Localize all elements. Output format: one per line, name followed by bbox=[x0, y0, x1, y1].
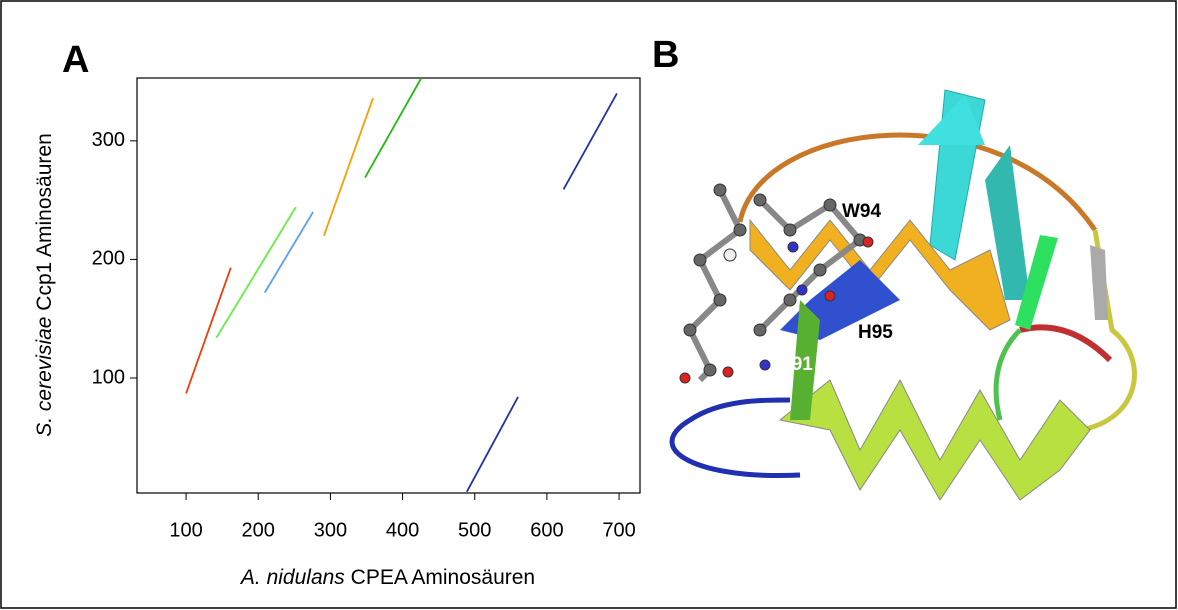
panel-label: A bbox=[62, 39, 89, 81]
strand bbox=[1090, 245, 1108, 320]
loop bbox=[737, 132, 1098, 232]
plot-frame bbox=[136, 77, 641, 494]
x-tick-label: 600 bbox=[530, 519, 563, 541]
x-tick-label: 400 bbox=[386, 519, 419, 541]
residue-label: W94 bbox=[842, 201, 882, 222]
segment bbox=[323, 97, 374, 237]
x-tick-label: 500 bbox=[458, 519, 491, 541]
segment bbox=[466, 396, 519, 493]
y-tick-label: 100 bbox=[92, 366, 125, 388]
panel-label: B bbox=[652, 34, 679, 76]
segment bbox=[364, 77, 423, 179]
strand bbox=[918, 95, 985, 145]
x-tick-label: 700 bbox=[602, 519, 635, 541]
strand bbox=[985, 145, 1030, 300]
loop bbox=[993, 328, 1022, 421]
x-label-italic: A. nidulans bbox=[239, 566, 345, 589]
x-tick-label: 100 bbox=[169, 519, 202, 541]
helix bbox=[790, 300, 820, 420]
segment bbox=[562, 92, 618, 190]
residue-label: H95 bbox=[858, 322, 893, 343]
y-tick-label: 200 bbox=[92, 248, 125, 270]
x-axis-label: A. nidulans CPEA Aminosäuren bbox=[239, 566, 535, 589]
loop bbox=[1079, 229, 1137, 433]
y-tick-label: 300 bbox=[92, 129, 125, 151]
loop bbox=[1019, 324, 1113, 363]
ligand bbox=[679, 183, 874, 384]
x-tick-label: 200 bbox=[242, 519, 275, 541]
y-label-italic: S. cerevisiae bbox=[33, 317, 56, 437]
y-label-rest: Ccp1 Aminosäuren bbox=[33, 133, 56, 310]
segment bbox=[263, 211, 314, 294]
protein-structure: W94 H95 R91 bbox=[669, 89, 1137, 501]
x-label-rest: CPEA Aminosäuren bbox=[351, 566, 535, 589]
segment bbox=[215, 206, 297, 339]
helix bbox=[778, 378, 1091, 501]
helix bbox=[749, 218, 1011, 331]
loop bbox=[669, 397, 801, 479]
residue-label: R91 bbox=[778, 354, 813, 375]
strand bbox=[1015, 235, 1058, 330]
segment bbox=[185, 267, 232, 394]
x-tick-label: 300 bbox=[314, 519, 347, 541]
y-axis-label: S. cerevisiae Ccp1 Aminosäuren bbox=[33, 133, 56, 437]
